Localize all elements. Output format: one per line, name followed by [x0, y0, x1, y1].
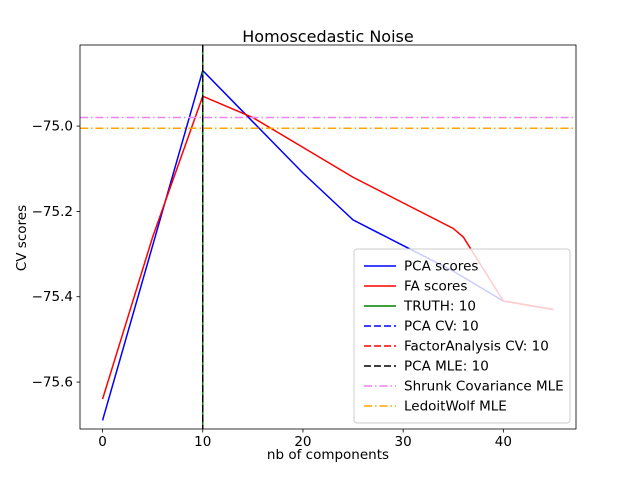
legend-label: Shrunk Covariance MLE	[404, 379, 564, 395]
legend-label: FA scores	[404, 279, 467, 295]
legend-entry-pca-mle-10: PCA MLE: 10	[364, 359, 489, 375]
legend-label: PCA MLE: 10	[404, 359, 489, 375]
axes-frame	[79, 44, 577, 430]
x-tick-label: 30	[395, 434, 412, 450]
y-tick-label: −75.6	[32, 375, 73, 391]
legend-label: TRUTH: 10	[403, 299, 476, 315]
legend-entry-factoranalysis-cv-10: FactorAnalysis CV: 10	[364, 339, 549, 355]
chart-title: Homoscedastic Noise	[242, 27, 414, 46]
legend-entry-truth-10: TRUTH: 10	[364, 299, 476, 315]
x-tick-label: 40	[495, 434, 512, 450]
y-tick-label: −75.4	[32, 289, 73, 305]
x-tick-label: 10	[194, 434, 211, 450]
legend-entry-fa-scores: FA scores	[364, 279, 467, 295]
x-tick-label: 20	[294, 434, 311, 450]
legend-entry-shrunk-covariance-mle: Shrunk Covariance MLE	[364, 379, 564, 395]
x-axis-label: nb of components	[266, 447, 390, 463]
legend-box	[353, 248, 571, 424]
legend-label: PCA CV: 10	[404, 319, 479, 335]
legend-label: LedoitWolf MLE	[404, 399, 507, 415]
legend-label: FactorAnalysis CV: 10	[404, 339, 549, 355]
legend-entry-pca-cv-10: PCA CV: 10	[364, 319, 479, 335]
legend-entry-ledoitwolf-mle: LedoitWolf MLE	[364, 399, 507, 415]
legend-label: PCA scores	[404, 259, 478, 275]
y-tick-label: −75.0	[32, 119, 73, 135]
legend-entry-pca-scores: PCA scores	[364, 259, 478, 275]
y-tick-label: −75.2	[32, 204, 73, 220]
legend: PCA scores FA scores TRUTH: 10 PCA CV: 10 Fa…	[353, 248, 571, 424]
y-axis-label: CV scores	[14, 204, 30, 272]
x-tick-label: 0	[98, 434, 107, 450]
